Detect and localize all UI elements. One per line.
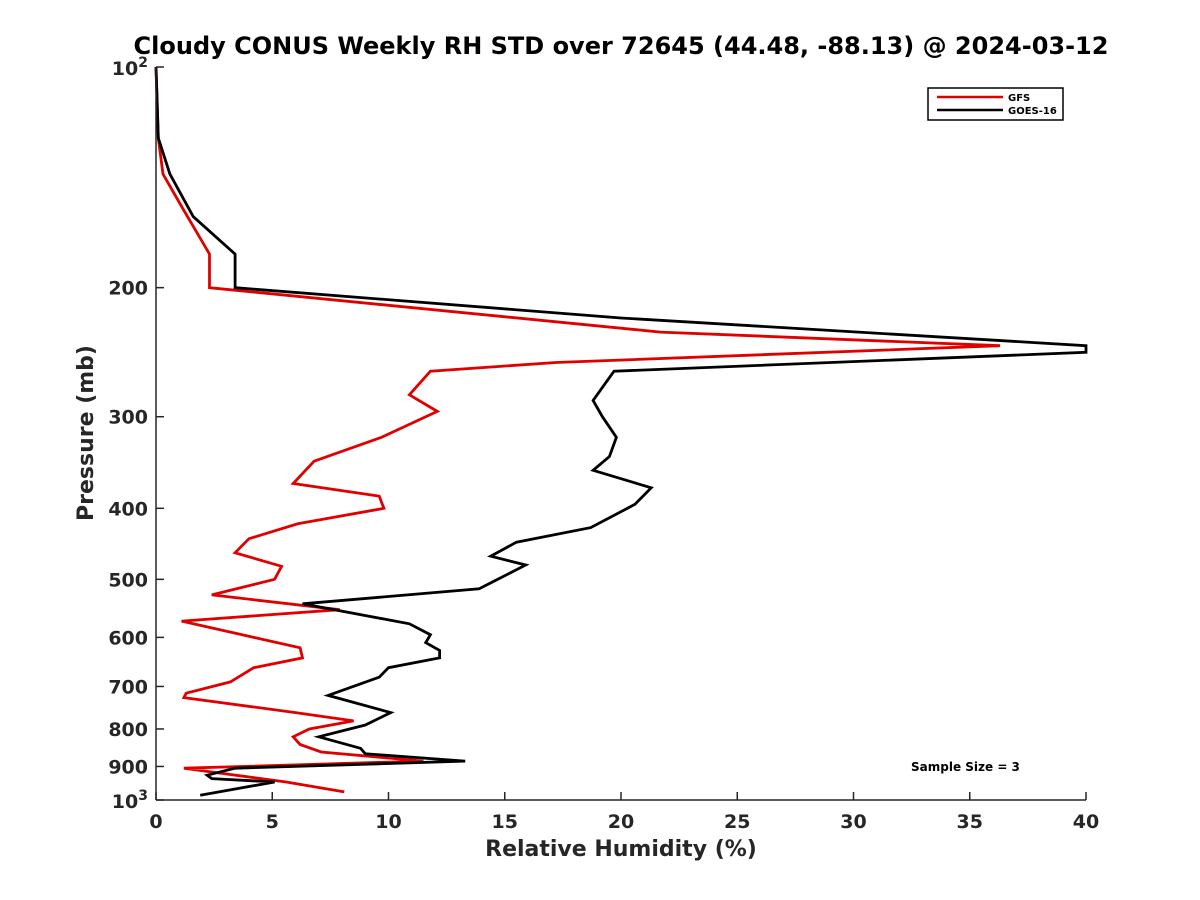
x-tick-label: 10: [375, 811, 401, 833]
series-layer: [154, 66, 1088, 797]
legend-label-gfs: GFS: [1008, 93, 1030, 104]
y-tick-exponent: 3: [138, 788, 148, 804]
y-tick-label: 800: [108, 719, 148, 741]
x-axis-label: Relative Humidity (%): [485, 837, 757, 862]
x-tick-label: 15: [492, 811, 518, 833]
x-tick-label: 20: [608, 811, 634, 833]
y-tick-label: 103: [112, 788, 148, 813]
legend-label-goes16: GOES-16: [1008, 106, 1057, 117]
y-tick-label: 700: [108, 676, 148, 698]
y-tick-label: 600: [108, 627, 148, 649]
y-tick-label: 102: [112, 55, 148, 80]
x-tick-label: 35: [957, 811, 983, 833]
y-axis-label: Pressure (mb): [74, 345, 99, 521]
chart-title: Cloudy CONUS Weekly RH STD over 72645 (4…: [134, 32, 1109, 60]
y-tick-base: 10: [112, 58, 138, 80]
x-tick-label: 30: [840, 811, 866, 833]
y-tick-base: 10: [112, 791, 138, 813]
legend-box: [927, 87, 1064, 121]
y-tick-label: 400: [108, 498, 148, 520]
legend: GFS GOES-16: [927, 87, 1064, 121]
x-tick-label: 0: [149, 811, 162, 833]
sample-size-annotation: Sample Size = 3: [911, 760, 1020, 774]
x-tick-label: 25: [724, 811, 750, 833]
y-tick-exponent: 2: [138, 55, 148, 71]
y-tick-label: 200: [108, 278, 148, 300]
x-tick-label: 40: [1073, 811, 1099, 833]
plot-area: 0 5 10 15 20 25 30 35 40 10220030040050060070080…: [108, 55, 1099, 833]
y-tick-label: 900: [108, 756, 148, 778]
plot-background: [156, 67, 1086, 800]
y-tick-label: 300: [108, 407, 148, 429]
series-line-gfs: [154, 66, 1001, 794]
x-tick-label: 5: [266, 811, 279, 833]
series-line-goes-16: [154, 66, 1088, 797]
y-tick-label: 500: [108, 569, 148, 591]
x-axis-ticks: 0 5 10 15 20 25 30 35 40: [149, 792, 1099, 833]
